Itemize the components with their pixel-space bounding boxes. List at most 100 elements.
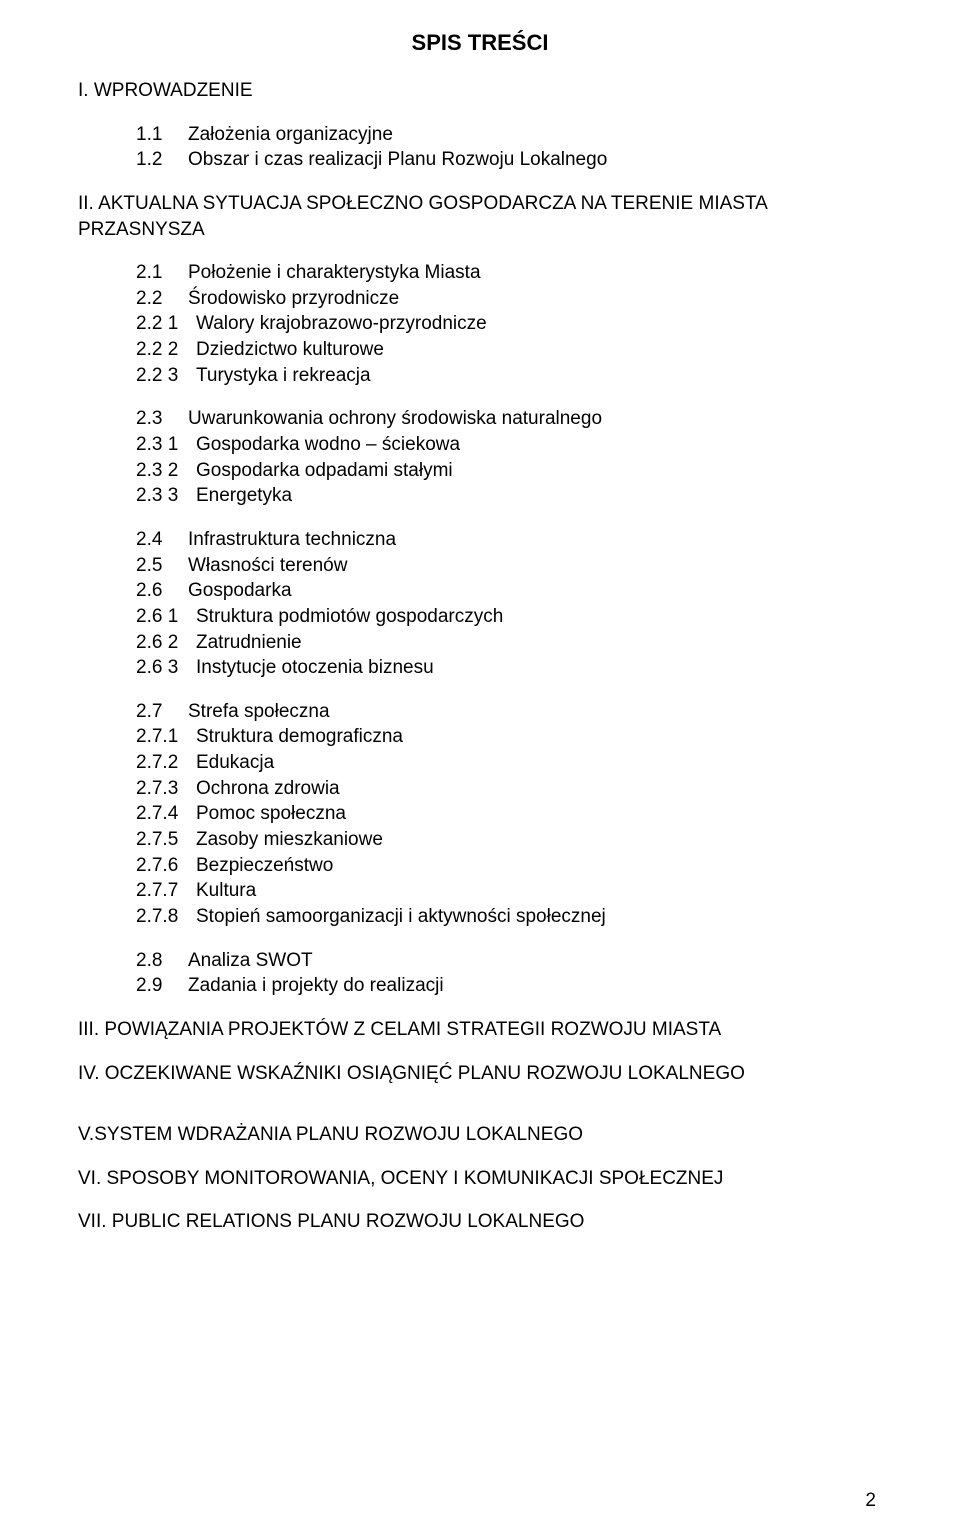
toc-label: Walory krajobrazowo-przyrodnicze — [196, 313, 487, 334]
toc-num: 2.2 3 — [136, 363, 196, 389]
toc-block: VII. PUBLIC RELATIONS PLANU ROZWOJU LOKA… — [78, 1209, 882, 1235]
toc-num: 2.2 — [136, 286, 188, 312]
toc-label: Turystyka i rekreacja — [196, 365, 371, 386]
toc-entry: 2.3 2Gospodarka odpadami stałymi — [78, 458, 882, 484]
toc-entry: 2.7.3Ochrona zdrowia — [78, 776, 882, 802]
toc-num: 2.8 — [136, 948, 188, 974]
toc-num: 2.3 1 — [136, 432, 196, 458]
toc-entry: 2.7.7Kultura — [78, 878, 882, 904]
toc-block: 2.4Infrastruktura techniczna 2.5Własnośc… — [78, 527, 882, 681]
toc-block: VI. SPOSOBY MONITOROWANIA, OCENY I KOMUN… — [78, 1166, 882, 1192]
toc-entry: IV. OCZEKIWANE WSKAŹNIKI OSIĄGNIĘĆ PLANU… — [78, 1061, 882, 1087]
toc-entry: 2.5Własności terenów — [78, 553, 882, 579]
toc-num: 2.7.2 — [136, 750, 196, 776]
toc-num: 2.3 — [136, 406, 188, 432]
toc-label: Struktura podmiotów gospodarczych — [196, 606, 503, 627]
toc-entry: 2.1Położenie i charakterystyka Miasta — [78, 260, 882, 286]
toc-label: Gospodarka odpadami stałymi — [196, 460, 453, 481]
toc-num: 2.2 2 — [136, 337, 196, 363]
toc-label: Stopień samoorganizacji i aktywności spo… — [196, 906, 606, 927]
toc-label: Zatrudnienie — [196, 632, 302, 653]
toc-label: Strefa społeczna — [188, 701, 330, 722]
toc-entry: 2.7Strefa społeczna — [78, 699, 882, 725]
toc-entry: 2.3Uwarunkowania ochrony środowiska natu… — [78, 406, 882, 432]
toc-block: II. AKTUALNA SYTUACJA SPOŁECZNO GOSPODAR… — [78, 191, 882, 242]
toc-entry: 2.3 1Gospodarka wodno – ściekowa — [78, 432, 882, 458]
toc-label: Gospodarka wodno – ściekowa — [196, 434, 460, 455]
toc-entry: 2.7.2Edukacja — [78, 750, 882, 776]
toc-entry: 2.2 1Walory krajobrazowo-przyrodnicze — [78, 311, 882, 337]
toc-entry: VI. SPOSOBY MONITOROWANIA, OCENY I KOMUN… — [78, 1166, 882, 1192]
toc-num: 2.6 2 — [136, 630, 196, 656]
toc-entry: 2.8Analiza SWOT — [78, 948, 882, 974]
toc-label: Zasoby mieszkaniowe — [196, 829, 383, 850]
toc-entry: 2.7.8Stopień samoorganizacji i aktywnośc… — [78, 904, 882, 930]
toc-entry: 2.6 1Struktura podmiotów gospodarczych — [78, 604, 882, 630]
toc-label: Ochrona zdrowia — [196, 778, 340, 799]
toc-block: 2.7Strefa społeczna 2.7.1Struktura demog… — [78, 699, 882, 930]
toc-num: 2.9 — [136, 973, 188, 999]
toc-entry: 2.7.6Bezpieczeństwo — [78, 853, 882, 879]
toc-label: Kultura — [196, 880, 256, 901]
toc-entry: I. WPROWADZENIE — [78, 78, 882, 104]
toc-entry: 2.7.4Pomoc społeczna — [78, 801, 882, 827]
toc-entry: 2.2Środowisko przyrodnicze — [78, 286, 882, 312]
toc-entry: 1.1Założenia organizacyjne — [78, 122, 882, 148]
toc-num: 2.7.1 — [136, 724, 196, 750]
toc-num: 2.6 — [136, 578, 188, 604]
toc-label: Dziedzictwo kulturowe — [196, 339, 384, 360]
toc-num: 2.3 2 — [136, 458, 196, 484]
toc-num: 2.6 3 — [136, 655, 196, 681]
toc-label: Uwarunkowania ochrony środowiska natural… — [188, 408, 602, 429]
toc-entry: 2.2 2Dziedzictwo kulturowe — [78, 337, 882, 363]
toc-num: I. — [78, 80, 89, 101]
toc-entry: 2.3 3Energetyka — [78, 483, 882, 509]
toc-num: 1.1 — [136, 122, 188, 148]
page-title: SPIS TREŚCI — [78, 30, 882, 56]
toc-num: 1.2 — [136, 147, 188, 173]
toc-num: 2.7.6 — [136, 853, 196, 879]
toc-entry: 1.2Obszar i czas realizacji Planu Rozwoj… — [78, 147, 882, 173]
toc-entry: 2.4Infrastruktura techniczna — [78, 527, 882, 553]
toc-label: Pomoc społeczna — [196, 803, 346, 824]
toc-label: Edukacja — [196, 752, 274, 773]
toc-label: AKTUALNA SYTUACJA SPOŁECZNO GOSPODARCZA … — [78, 193, 767, 240]
toc-label: Założenia organizacyjne — [188, 124, 393, 145]
toc-label: Obszar i czas realizacji Planu Rozwoju L… — [188, 149, 607, 170]
toc-entry: 2.2 3Turystyka i rekreacja — [78, 363, 882, 389]
toc-block: 2.1Położenie i charakterystyka Miasta 2.… — [78, 260, 882, 388]
toc-num: 2.7.8 — [136, 904, 196, 930]
toc-num: 2.6 1 — [136, 604, 196, 630]
toc-label: Położenie i charakterystyka Miasta — [188, 262, 481, 283]
toc-entry: 2.7.5Zasoby mieszkaniowe — [78, 827, 882, 853]
toc-label: Środowisko przyrodnicze — [188, 288, 399, 309]
toc-num: 2.7.3 — [136, 776, 196, 802]
toc-label: Analiza SWOT — [188, 950, 313, 971]
toc-entry: 2.6 3Instytucje otoczenia biznesu — [78, 655, 882, 681]
toc-num: 2.7.7 — [136, 878, 196, 904]
toc-num: 2.2 1 — [136, 311, 196, 337]
toc-entry: 2.7.1Struktura demograficzna — [78, 724, 882, 750]
document-page: SPIS TREŚCI I. WPROWADZENIE 1.1Założenia… — [0, 0, 960, 1534]
toc-label: Struktura demograficzna — [196, 726, 403, 747]
toc-num: 2.1 — [136, 260, 188, 286]
toc-block: I. WPROWADZENIE — [78, 78, 882, 104]
toc-num: 2.5 — [136, 553, 188, 579]
toc-label: Infrastruktura techniczna — [188, 529, 396, 550]
toc-num: 2.7.4 — [136, 801, 196, 827]
toc-block: III. POWIĄZANIA PROJEKTÓW Z CELAMI STRAT… — [78, 1017, 882, 1043]
toc-block: V.SYSTEM WDRAŻANIA PLANU ROZWOJU LOKALNE… — [78, 1122, 882, 1148]
toc-entry: V.SYSTEM WDRAŻANIA PLANU ROZWOJU LOKALNE… — [78, 1122, 882, 1148]
toc-num: 2.4 — [136, 527, 188, 553]
toc-entry: 2.9Zadania i projekty do realizacji — [78, 973, 882, 999]
toc-block: 1.1Założenia organizacyjne 1.2Obszar i c… — [78, 122, 882, 173]
toc-entry: III. POWIĄZANIA PROJEKTÓW Z CELAMI STRAT… — [78, 1017, 882, 1043]
toc-label: Bezpieczeństwo — [196, 855, 333, 876]
toc-num: II. — [78, 193, 94, 214]
toc-label: Instytucje otoczenia biznesu — [196, 657, 434, 678]
toc-label: Energetyka — [196, 485, 292, 506]
toc-block: 2.8Analiza SWOT 2.9Zadania i projekty do… — [78, 948, 882, 999]
toc-label: Własności terenów — [188, 555, 347, 576]
toc-entry: 2.6Gospodarka — [78, 578, 882, 604]
toc-entry: II. AKTUALNA SYTUACJA SPOŁECZNO GOSPODAR… — [78, 191, 882, 242]
